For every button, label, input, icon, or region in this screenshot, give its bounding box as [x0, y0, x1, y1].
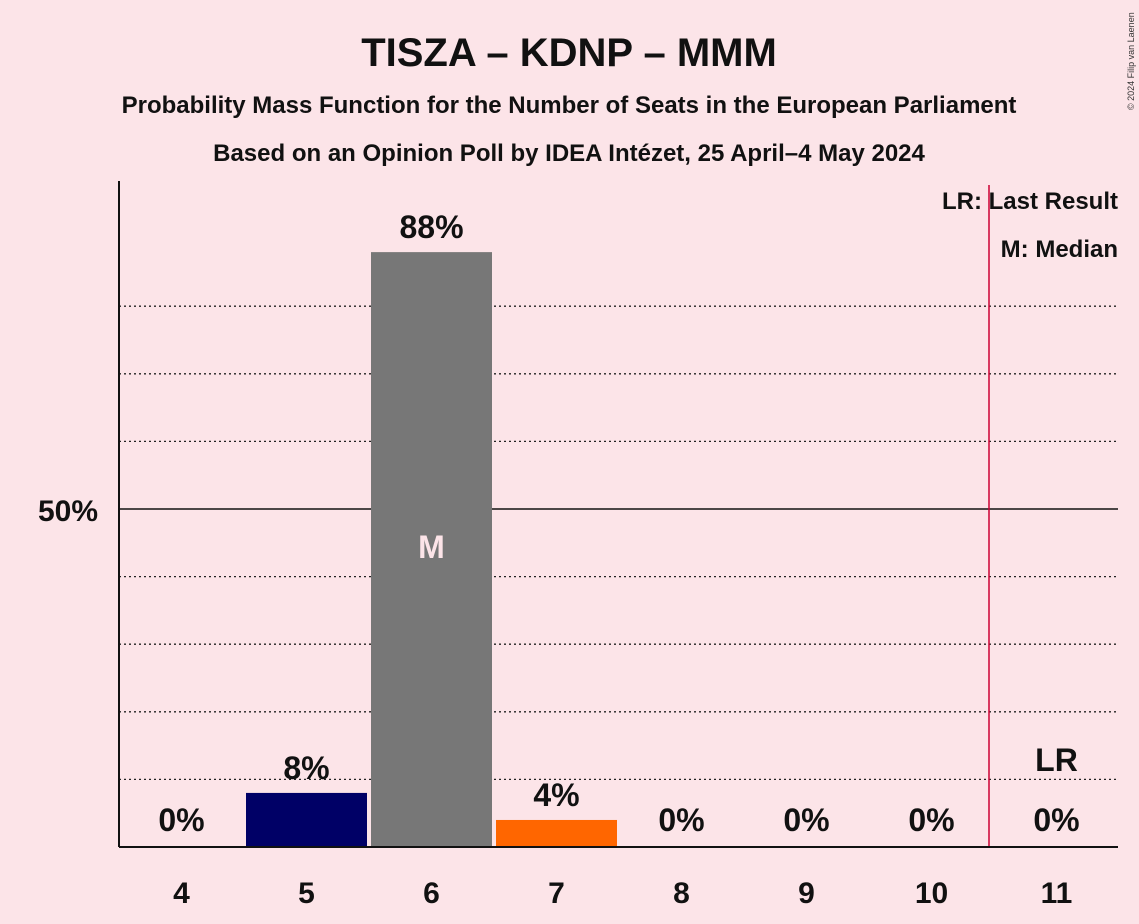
y-tick-label: 50%: [38, 495, 98, 528]
median-marker: M: [418, 529, 445, 565]
axes: 50% 4 5 6 7 8 9 10 11: [38, 181, 1118, 910]
chart-title: TISZA – KDNP – MMM: [361, 31, 777, 75]
x-tick-label-11: 11: [1041, 877, 1073, 910]
copyright-text: © 2024 Filip van Laenen: [1126, 12, 1136, 110]
x-tick-label-5: 5: [298, 877, 315, 910]
value-label-4: 0%: [158, 802, 204, 838]
bar-7: [496, 819, 617, 847]
bars: [246, 252, 617, 847]
value-label-6: 88%: [399, 209, 463, 245]
x-tick-label-8: 8: [673, 877, 690, 910]
legend-median: M: Median: [1001, 236, 1118, 263]
value-labels: 0% 8% 88% 4% 0% 0% 0% 0% M LR: [158, 209, 1079, 838]
legend-last-result: LR: Last Result: [942, 188, 1118, 215]
bar-6: [371, 252, 492, 847]
bar-5: [246, 792, 367, 847]
chart-subtitle-1: Probability Mass Function for the Number…: [122, 92, 1017, 119]
value-label-10: 0%: [908, 802, 954, 838]
x-tick-label-10: 10: [915, 877, 948, 910]
value-label-11: 0%: [1033, 802, 1079, 838]
gridlines: [119, 305, 1118, 781]
value-label-5: 8%: [283, 750, 329, 786]
x-tick-label-6: 6: [423, 877, 440, 910]
x-tick-label-4: 4: [173, 877, 190, 910]
value-label-9: 0%: [783, 802, 829, 838]
last-result-marker: LR: [1035, 742, 1078, 778]
value-label-7: 4%: [533, 777, 579, 813]
x-tick-label-9: 9: [798, 877, 815, 910]
x-tick-label-7: 7: [548, 877, 565, 910]
chart-subtitle-2: Based on an Opinion Poll by IDEA Intézet…: [213, 140, 925, 167]
value-label-8: 0%: [658, 802, 704, 838]
